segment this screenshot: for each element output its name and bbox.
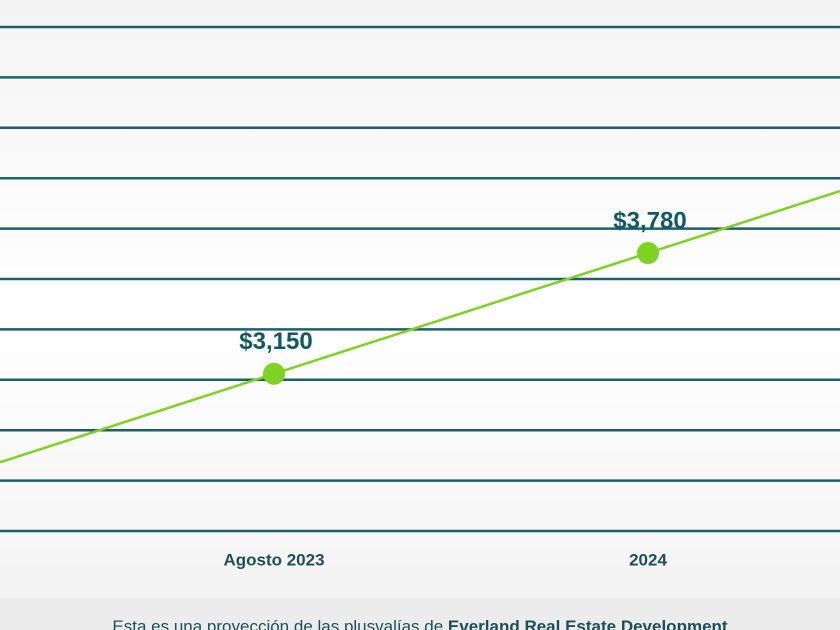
- series-line: [273, 251, 649, 375]
- grid: [0, 25, 840, 533]
- x-tick-label: Agosto 2023: [223, 550, 324, 569]
- trend-extension: [0, 372, 275, 464]
- caption-bold: Everland Real Estate Development: [448, 617, 728, 630]
- value-label: $3,150: [239, 328, 312, 355]
- caption: Esta es una proyección de las plusvalías…: [112, 617, 727, 630]
- caption-text: Esta es una proyección de las plusvalías…: [112, 617, 447, 630]
- point: [263, 362, 285, 385]
- value-label: $3,780: [613, 207, 686, 234]
- trend-extension: [647, 189, 840, 255]
- x-tick-label: 2024: [629, 550, 667, 569]
- point: [637, 242, 659, 265]
- caption-band: [0, 598, 840, 630]
